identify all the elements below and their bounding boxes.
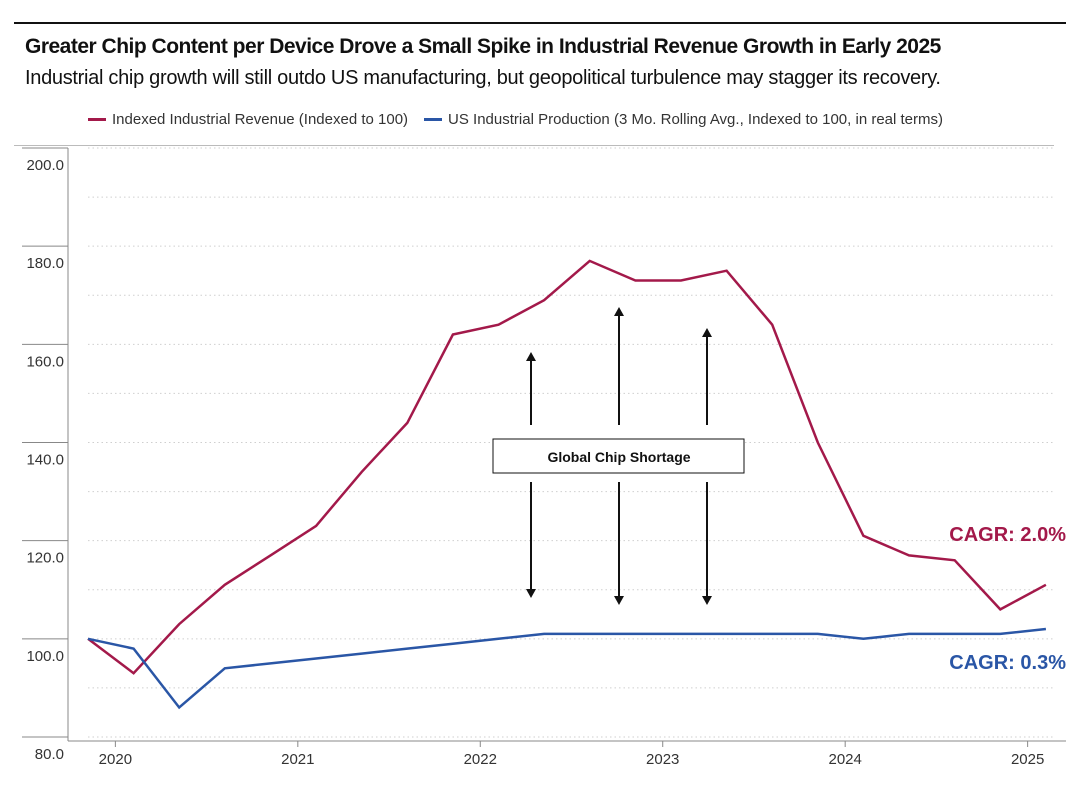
production-cagr-label: CAGR: 0.3% <box>949 652 1066 674</box>
arrow-head <box>526 589 536 598</box>
legend-item-revenue: Indexed Industrial Revenue (Indexed to 1… <box>88 111 408 128</box>
y-tick-label: 140.0 <box>26 452 64 469</box>
top-rule <box>14 22 1066 24</box>
series-line-revenue <box>87 259 1047 675</box>
x-tick-label: 2020 <box>99 751 132 768</box>
legend-swatch-revenue <box>88 118 106 121</box>
arrow-head <box>702 328 712 337</box>
y-tick-label: 160.0 <box>26 353 64 370</box>
x-tick-label: 2024 <box>828 751 861 768</box>
legend: Indexed Industrial Revenue (Indexed to 1… <box>88 111 959 128</box>
arrow-head <box>614 307 624 316</box>
chart-title: Greater Chip Content per Device Drove a … <box>25 35 941 58</box>
legend-label-production: US Industrial Production (3 Mo. Rolling … <box>448 111 944 128</box>
x-tick-label: 2025 <box>1011 751 1044 768</box>
shortage-label-box <box>492 438 745 474</box>
y-tick-label: 120.0 <box>26 550 64 567</box>
y-tick-label: 180.0 <box>26 255 64 272</box>
legend-item-production: US Industrial Production (3 Mo. Rolling … <box>424 111 943 128</box>
chart-subtitle: Industrial chip growth will still outdo … <box>25 67 941 89</box>
x-tick-label: 2023 <box>646 751 679 768</box>
shortage-label: Global Chip Shortage <box>547 449 690 465</box>
y-tick-label: 100.0 <box>26 648 64 665</box>
y-tick-label: 80.0 <box>35 746 64 763</box>
x-tick-label: 2022 <box>464 751 497 768</box>
x-tick-label: 2021 <box>281 751 314 768</box>
series-line-production <box>87 627 1047 710</box>
legend-rule <box>14 145 1054 146</box>
arrow-head <box>702 596 712 605</box>
revenue-cagr-label: CAGR: 2.0% <box>949 524 1066 546</box>
legend-label-revenue: Indexed Industrial Revenue (Indexed to 1… <box>112 111 409 128</box>
y-tick-label: 200.0 <box>26 157 64 174</box>
legend-swatch-production <box>424 118 443 121</box>
arrow-head <box>614 596 624 605</box>
arrow-head <box>526 352 536 361</box>
